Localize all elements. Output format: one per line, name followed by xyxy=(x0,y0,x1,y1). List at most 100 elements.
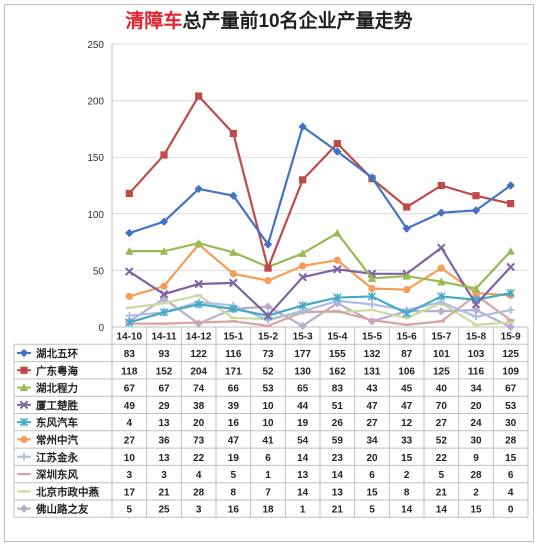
series-name-label: 江苏金永 xyxy=(36,451,78,464)
series-line xyxy=(128,94,511,270)
data-point xyxy=(472,313,480,321)
data-point xyxy=(298,321,307,331)
table-value-label: 59 xyxy=(332,435,344,446)
table-value-label: 13 xyxy=(158,453,170,464)
data-point xyxy=(367,292,377,301)
legend-key-marker xyxy=(20,435,28,444)
y-tick-label: 200 xyxy=(87,97,104,108)
data-point xyxy=(159,289,169,299)
data-point xyxy=(437,243,446,253)
table-value-label: 10 xyxy=(262,418,274,429)
table-value-label: 5 xyxy=(127,505,133,516)
table-value-label: 39 xyxy=(228,401,240,412)
data-point xyxy=(367,274,377,282)
table-value-label: 15 xyxy=(505,453,517,464)
data-point xyxy=(194,239,203,247)
table-value-label: 116 xyxy=(468,366,485,377)
table-value-label: 9 xyxy=(473,453,479,464)
data-point xyxy=(402,309,411,318)
table-value-label: 15 xyxy=(366,487,378,498)
series-line xyxy=(128,246,512,317)
table-value-label: 4 xyxy=(508,487,514,498)
data-point xyxy=(195,92,203,100)
data-point xyxy=(299,262,307,270)
table-value-label: 14 xyxy=(332,470,344,481)
series-name-label: 湖北五环 xyxy=(36,347,78,360)
data-point xyxy=(367,173,377,182)
table-value-label: 118 xyxy=(121,366,138,377)
chart-title: 清障车总产量前10名企业产量走势 xyxy=(0,6,538,33)
data-point xyxy=(437,181,445,190)
data-point xyxy=(471,300,481,309)
series-name-label: 东风汽车 xyxy=(36,416,78,429)
table-value-label: 66 xyxy=(228,384,240,395)
data-point xyxy=(194,184,203,194)
table-value-label: 132 xyxy=(364,349,381,360)
table-value-label: 24 xyxy=(470,418,482,429)
x-category-label: 15-3 xyxy=(293,332,313,343)
data-point xyxy=(506,288,515,298)
table-value-label: 14 xyxy=(401,505,413,516)
data-point xyxy=(507,306,515,314)
data-point xyxy=(333,256,341,264)
table-value-label: 54 xyxy=(297,435,309,446)
table-value-label: 19 xyxy=(297,418,309,429)
table-value-label: 0 xyxy=(508,505,514,516)
chart-frame xyxy=(4,4,534,542)
table-value-label: 51 xyxy=(332,401,344,412)
y-tick-label: 150 xyxy=(87,153,104,164)
table-value-label: 29 xyxy=(158,401,170,412)
table-value-label: 116 xyxy=(225,349,242,360)
table-value-label: 1 xyxy=(300,505,306,516)
table-value-label: 43 xyxy=(366,384,378,395)
table-value-label: 47 xyxy=(401,401,413,412)
series-line xyxy=(129,294,512,327)
table-value-label: 52 xyxy=(262,366,274,377)
data-point xyxy=(403,286,411,294)
table-value-label: 5 xyxy=(439,470,445,481)
series-name-label: 广东粤海 xyxy=(36,364,78,377)
legend-key-marker xyxy=(20,366,28,374)
series-line xyxy=(129,291,511,324)
data-point xyxy=(298,122,307,131)
data-point xyxy=(160,151,168,159)
data-point xyxy=(125,267,134,276)
x-category-label: 15-7 xyxy=(431,332,451,343)
table-value-label: 30 xyxy=(505,418,517,429)
table-value-label: 20 xyxy=(470,401,482,412)
data-point xyxy=(229,191,238,200)
table-value-label: 1 xyxy=(265,470,271,481)
data-point xyxy=(159,246,169,255)
table-value-label: 52 xyxy=(436,435,448,446)
data-point xyxy=(125,246,134,255)
table-value-label: 3 xyxy=(196,505,202,516)
table-value-label: 67 xyxy=(124,384,136,395)
data-point xyxy=(333,293,342,302)
x-category-label: 15-1 xyxy=(223,332,243,343)
x-category-label: 14-10 xyxy=(117,332,143,343)
table-value-label: 14 xyxy=(297,487,309,498)
table-value-label: 19 xyxy=(228,453,240,464)
data-point xyxy=(437,277,446,286)
series-name-label: 厦工楚胜 xyxy=(36,399,78,412)
table-value-label: 12 xyxy=(401,418,413,429)
data-point xyxy=(194,300,203,309)
x-category-label: 15-6 xyxy=(397,332,417,343)
table-value-label: 162 xyxy=(329,366,346,377)
table-value-label: 204 xyxy=(190,366,207,377)
table-value-label: 45 xyxy=(401,384,413,395)
data-point xyxy=(125,228,134,238)
series-name-label: 北京市政中燕 xyxy=(36,485,99,498)
table-value-label: 27 xyxy=(436,418,448,429)
data-point xyxy=(437,264,445,272)
table-value-label: 73 xyxy=(262,349,274,360)
table-value-label: 4 xyxy=(196,470,202,481)
table-value-label: 109 xyxy=(502,366,519,377)
table-value-label: 8 xyxy=(404,487,410,498)
data-point xyxy=(229,248,238,256)
table-value-label: 53 xyxy=(262,384,274,395)
legend-key-marker xyxy=(19,504,29,513)
data-point xyxy=(125,292,133,301)
data-point xyxy=(160,282,168,290)
table-value-label: 177 xyxy=(294,349,311,360)
